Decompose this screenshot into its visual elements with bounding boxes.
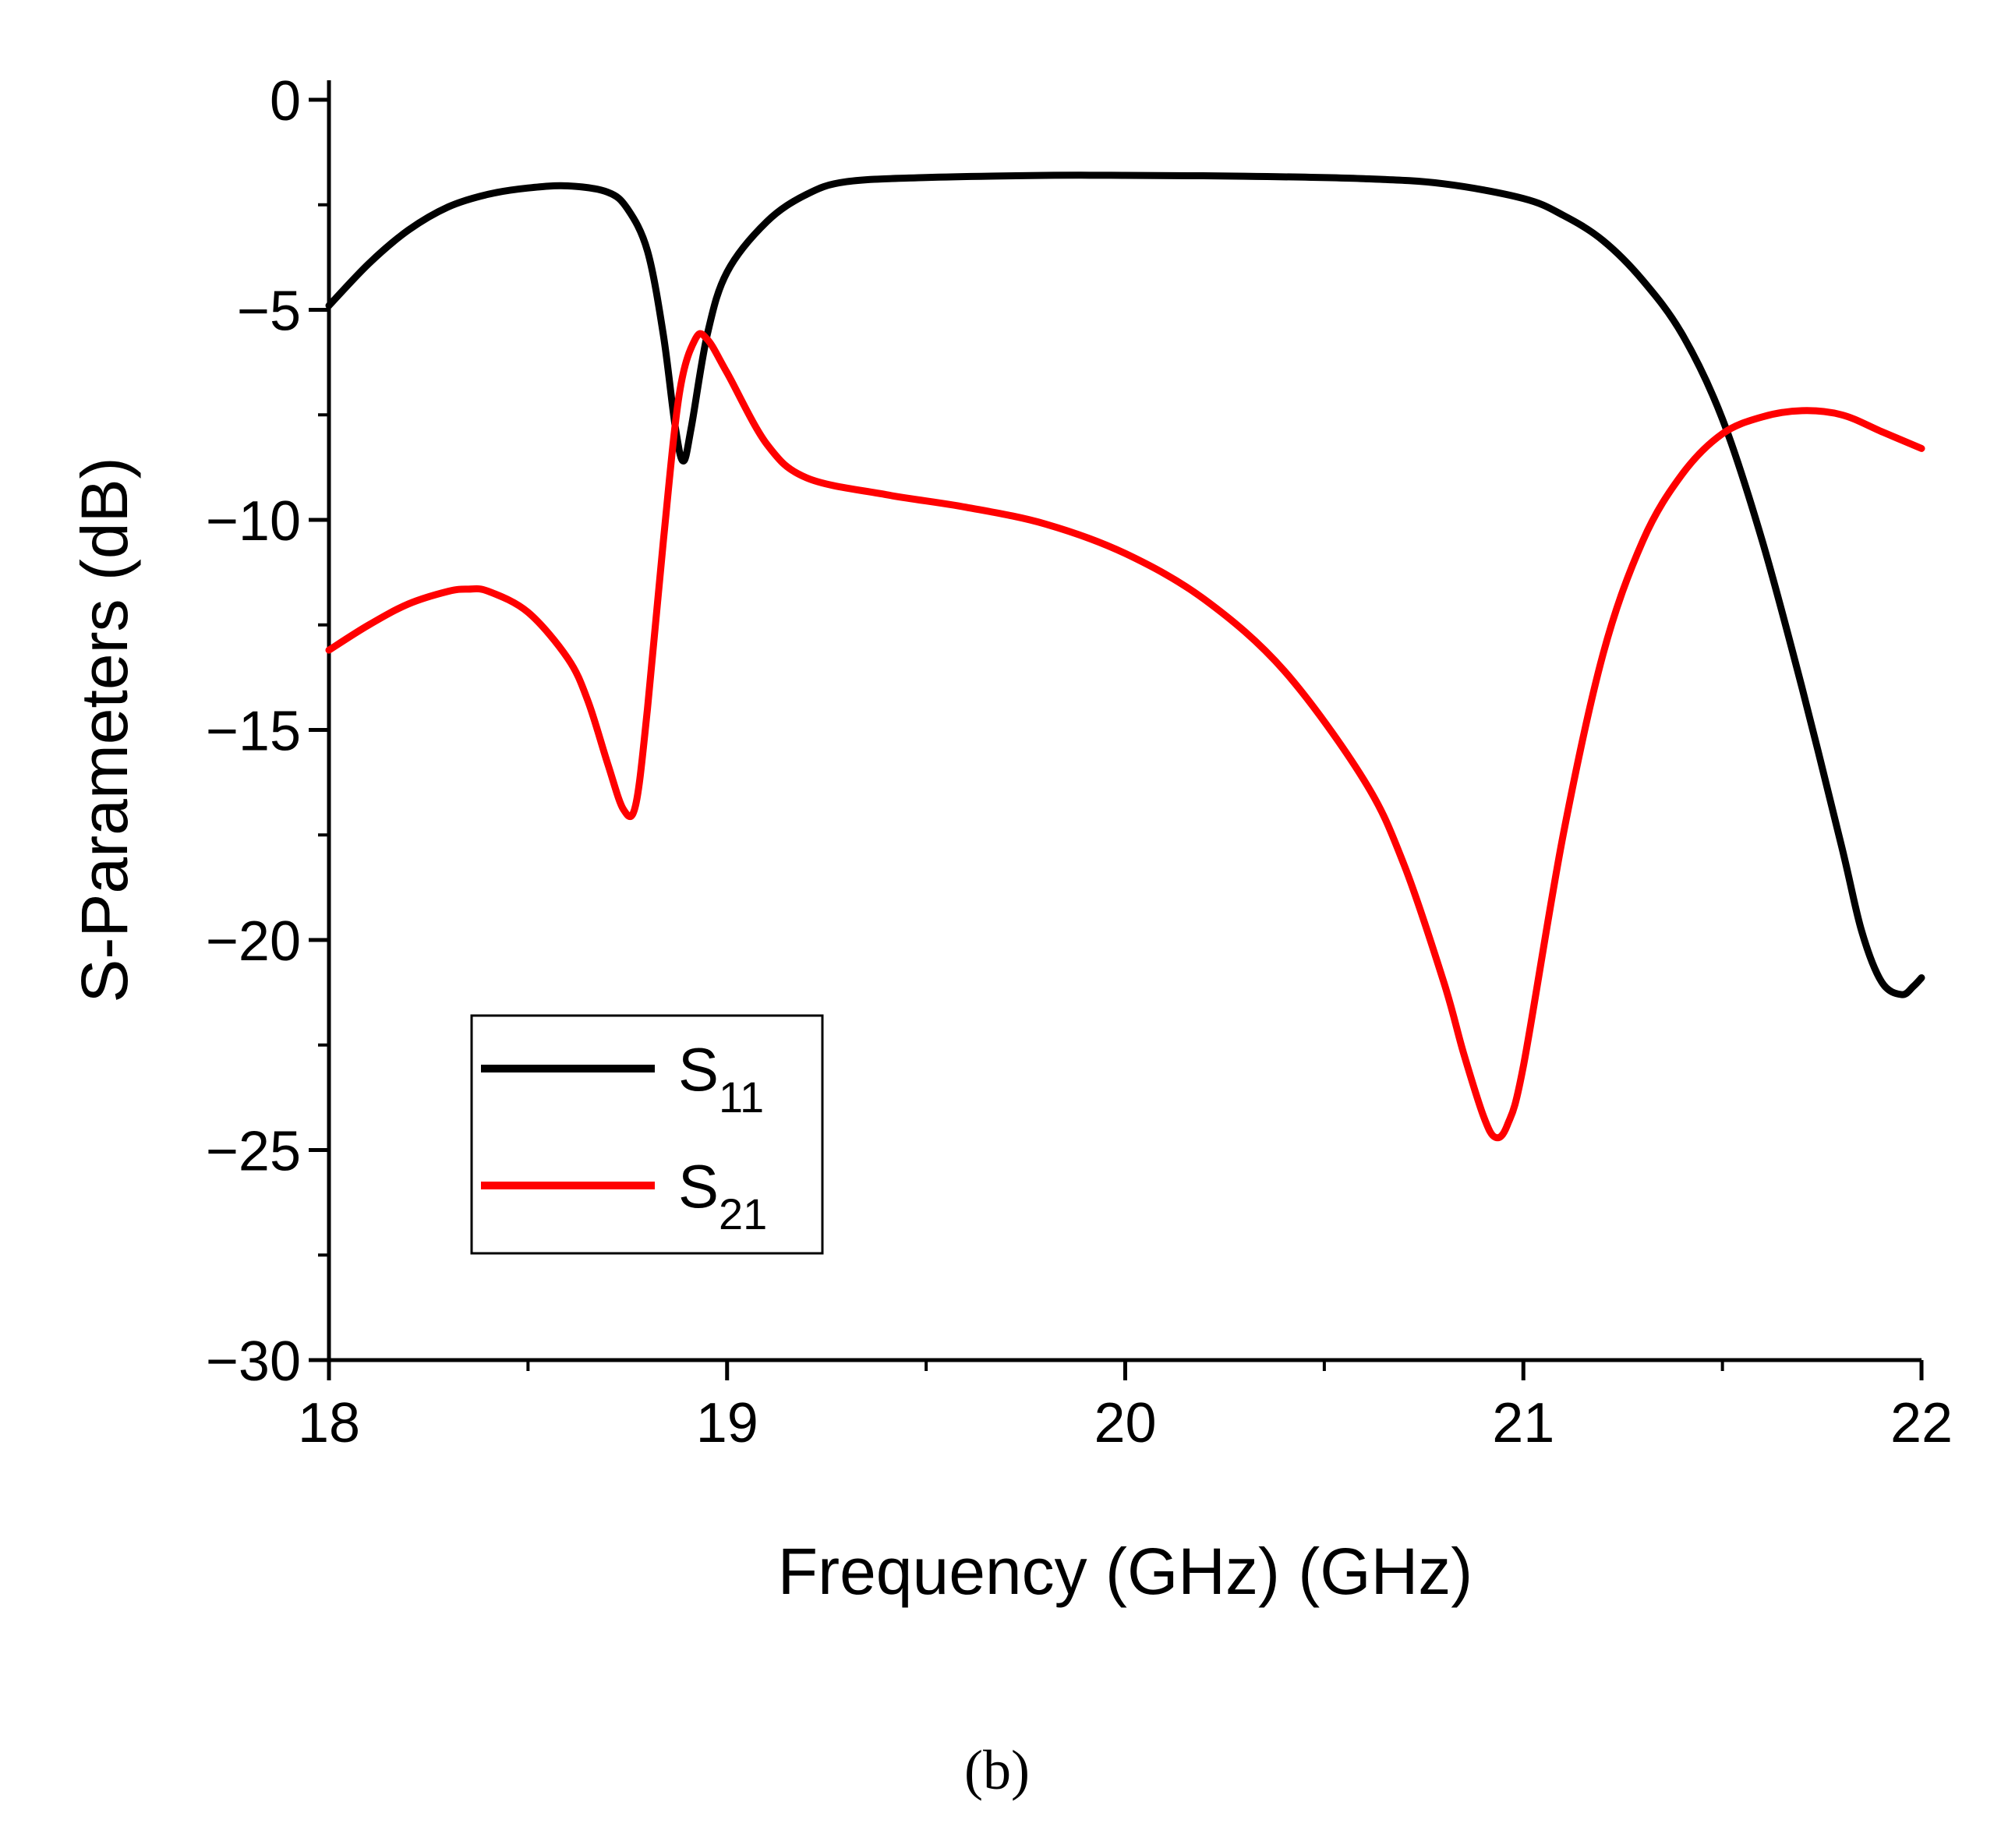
x-axis-title: Frequency (GHz) (GHz) [778,1535,1473,1608]
figure-caption: (b) [964,1739,1030,1801]
y-tick-label: 0 [270,70,301,133]
y-tick-label: −20 [206,910,301,973]
y-tick-label: −15 [206,701,301,763]
x-tick-label: 19 [696,1392,758,1454]
y-tick-label: −25 [206,1121,301,1183]
legend-box [470,1014,824,1255]
y-tick-label: −10 [206,490,301,553]
x-tick-label: 18 [298,1392,360,1454]
x-tick-label: 20 [1094,1392,1156,1454]
legend-label-s21: S21 [678,1152,767,1238]
legend-label-s11: S11 [678,1035,764,1122]
y-tick-label: −30 [206,1330,301,1393]
x-tick-label: 22 [1890,1392,1953,1454]
series-line-s11 [325,171,1925,998]
series-line-s21 [325,330,1925,1142]
y-tick-label: −5 [237,281,301,343]
series-lines [325,171,1925,1142]
x-tick-label: 21 [1492,1392,1554,1454]
y-axis-title: S-Parameters (dB) [68,457,141,1002]
